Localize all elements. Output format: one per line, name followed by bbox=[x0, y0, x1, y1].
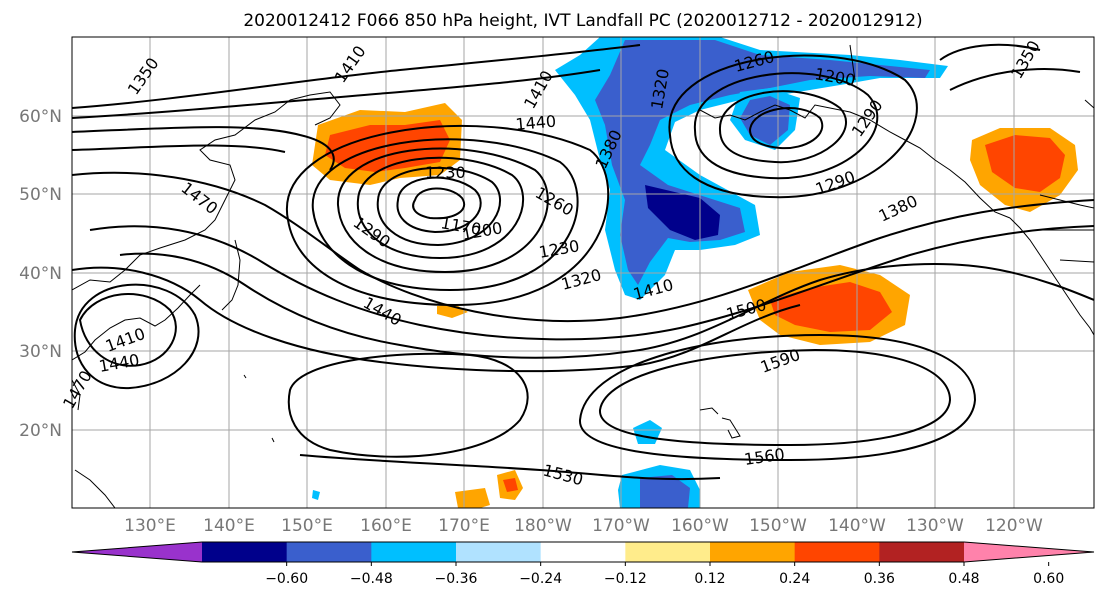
map-panel bbox=[71, 36, 1095, 509]
longitude-label: 130°E bbox=[124, 516, 176, 536]
colorbar-tick-label: −0.12 bbox=[604, 571, 647, 587]
ivt-negative-shading bbox=[312, 37, 948, 508]
colorbar-tick-label: 0.36 bbox=[864, 571, 895, 587]
longitude-label: 140°W bbox=[828, 516, 886, 536]
map-frame bbox=[71, 36, 1095, 509]
longitude-label: 160°W bbox=[671, 516, 729, 536]
colorbar-tick-label: −0.60 bbox=[265, 571, 308, 587]
colorbar-tick-label: −0.36 bbox=[435, 571, 478, 587]
colorbar-segment bbox=[879, 542, 965, 562]
longitude-label: 180°W bbox=[514, 516, 572, 536]
colorbar-segment bbox=[710, 542, 796, 562]
colorbar-tick-label: 0.48 bbox=[948, 571, 979, 587]
contour-label: 1230 bbox=[425, 163, 466, 182]
colorbar-tick-label: 0.12 bbox=[694, 571, 725, 587]
height-contours bbox=[72, 43, 1094, 481]
colorbar-segment bbox=[286, 542, 372, 562]
longitude-label: 150°E bbox=[281, 516, 333, 536]
ivt-positive-shading bbox=[312, 103, 1078, 508]
colorbar-tick-label: 0.60 bbox=[1033, 571, 1064, 587]
colorbar-tick-label: −0.48 bbox=[350, 571, 393, 587]
longitude-label: 120°W bbox=[985, 516, 1043, 536]
colorbar-tick-label: −0.24 bbox=[519, 571, 562, 587]
colorbar-extend-low bbox=[72, 542, 202, 562]
colorbar-outline bbox=[71, 541, 1095, 563]
longitude-label: 150°W bbox=[749, 516, 807, 536]
longitude-label: 140°E bbox=[203, 516, 255, 536]
latitude-label: 30°N bbox=[19, 342, 62, 362]
colorbar-tick-label: 0.24 bbox=[779, 571, 810, 587]
figure-title: 2020012412 F066 850 hPa height, IVT Land… bbox=[243, 11, 922, 31]
colorbar-segment bbox=[371, 542, 457, 562]
colorbar-segment bbox=[540, 542, 626, 562]
latitude-axis: 60°N 50°N 40°N 30°N 20°N bbox=[19, 107, 62, 441]
latitude-label: 20°N bbox=[19, 421, 62, 441]
contour-label: 1440 bbox=[515, 112, 557, 134]
colorbar-segment bbox=[456, 542, 542, 562]
colorbar-segment bbox=[625, 542, 711, 562]
latitude-label: 60°N bbox=[19, 107, 62, 127]
colorbar: −0.60 −0.48 −0.36 −0.24 −0.12 0.12 0.24 0.36 0.4… bbox=[71, 541, 1095, 587]
latitude-label: 40°N bbox=[19, 264, 62, 284]
colorbar-segment bbox=[202, 542, 288, 562]
longitude-label: 130°W bbox=[906, 516, 964, 536]
longitude-axis: 130°E 140°E 150°E 160°E 170°E 180°W 170°… bbox=[124, 516, 1043, 536]
colorbar-extend-high bbox=[964, 542, 1094, 562]
latitude-label: 50°N bbox=[19, 185, 62, 205]
colorbar-segment bbox=[794, 542, 880, 562]
longitude-label: 170°W bbox=[592, 516, 650, 536]
longitude-label: 170°E bbox=[438, 516, 490, 536]
longitude-label: 160°E bbox=[360, 516, 412, 536]
